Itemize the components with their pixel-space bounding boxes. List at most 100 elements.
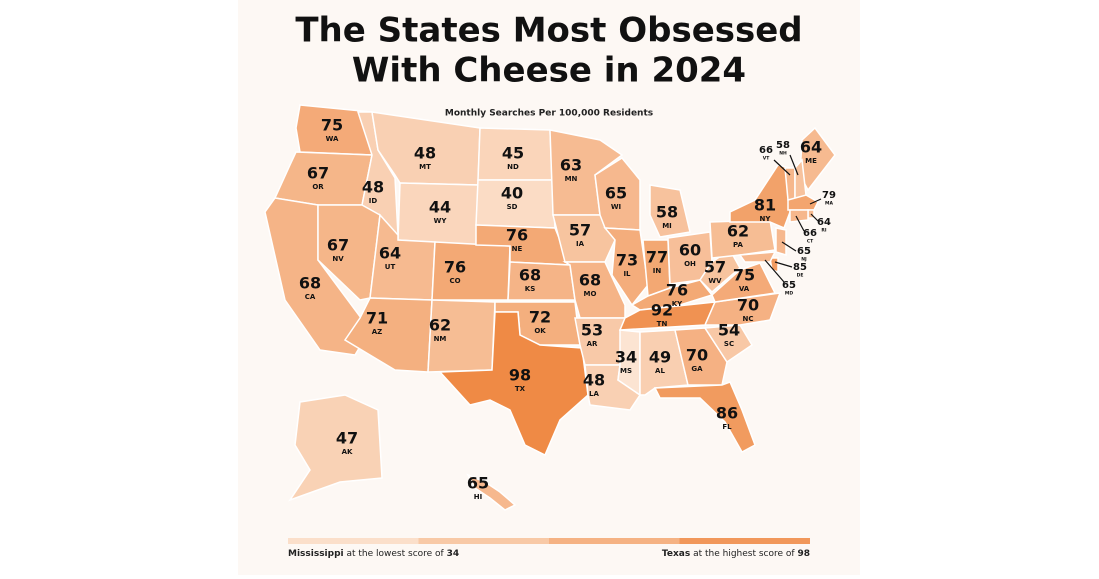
state-value: 76 xyxy=(444,258,466,277)
state-abbr: NH xyxy=(779,151,787,157)
legend xyxy=(288,538,810,544)
state-value: 48 xyxy=(414,144,436,163)
low-text: at the lowest score of xyxy=(346,549,444,559)
state-abbr: AR xyxy=(587,340,598,348)
state-value: 53 xyxy=(581,321,603,340)
title-line: With Cheese in 2024 xyxy=(352,51,746,91)
state-value: 44 xyxy=(429,198,451,217)
state-value: 48 xyxy=(362,178,384,197)
state-value: 57 xyxy=(569,221,591,240)
state-value: 68 xyxy=(579,271,601,290)
state-abbr: UT xyxy=(385,263,396,271)
state-abbr: NJ xyxy=(801,257,807,263)
state xyxy=(703,324,754,364)
state-value: 54 xyxy=(718,321,740,340)
state-value: 62 xyxy=(727,222,749,241)
state-value: 85 xyxy=(793,262,807,273)
state-value: 98 xyxy=(509,366,531,385)
state-value: 57 xyxy=(704,258,726,277)
state-abbr: HI xyxy=(474,493,482,501)
state-abbr: VT xyxy=(763,156,770,162)
state-abbr: NV xyxy=(332,255,344,263)
state-value: 73 xyxy=(616,251,638,270)
state-value: 64 xyxy=(800,138,822,157)
state-value: 65 xyxy=(467,474,489,493)
state-value: 71 xyxy=(366,309,388,328)
state-abbr: FL xyxy=(722,423,732,431)
state-abbr: LA xyxy=(589,390,599,398)
state-value: 66 xyxy=(803,228,817,239)
state-abbr: MO xyxy=(584,290,597,298)
state-abbr: MN xyxy=(565,175,578,183)
subtitle: Monthly Searches Per 100,000 Residents xyxy=(445,109,653,119)
state-value: 76 xyxy=(506,226,528,245)
state xyxy=(617,329,641,397)
legend-swatch xyxy=(549,538,680,544)
state-abbr: NE xyxy=(512,245,523,253)
state xyxy=(775,227,787,257)
state-value: 70 xyxy=(686,346,708,365)
state-value: 64 xyxy=(379,244,401,263)
state-value: 92 xyxy=(651,301,673,320)
state xyxy=(738,251,777,263)
state-value: 67 xyxy=(307,164,329,183)
state-abbr: NY xyxy=(760,215,772,223)
leader-line xyxy=(773,159,791,176)
state-value: 65 xyxy=(782,280,796,291)
state-abbr: TX xyxy=(515,385,526,393)
state-abbr: IA xyxy=(576,240,585,248)
states xyxy=(264,104,836,511)
legend-swatch xyxy=(288,538,419,544)
leader-line xyxy=(810,213,819,222)
state-abbr: PA xyxy=(733,241,743,249)
state-abbr: MS xyxy=(620,367,632,375)
state-value: 58 xyxy=(776,140,790,151)
legend-swatch xyxy=(679,538,810,544)
state-value: 34 xyxy=(615,348,637,367)
state-abbr: WV xyxy=(708,277,722,285)
state xyxy=(552,214,616,263)
state-abbr: CO xyxy=(449,277,460,285)
state-abbr: RI xyxy=(821,228,826,234)
leader-line xyxy=(809,198,822,205)
state-value: 65 xyxy=(605,184,627,203)
state-abbr: WA xyxy=(326,135,339,143)
leader-line xyxy=(789,154,799,176)
state-abbr: AK xyxy=(342,448,353,456)
state-value: 77 xyxy=(646,248,668,267)
state-abbr: NM xyxy=(434,335,447,343)
state xyxy=(711,262,777,303)
state-abbr: KS xyxy=(525,285,535,293)
state-value: 86 xyxy=(716,404,738,423)
state-abbr: OR xyxy=(312,183,324,191)
state xyxy=(789,209,809,223)
state-value: 75 xyxy=(321,116,343,135)
leader-line xyxy=(781,241,797,252)
low-value: 34 xyxy=(447,549,460,559)
state-abbr: AL xyxy=(655,367,665,375)
title-line: The States Most Obsessed xyxy=(295,11,802,51)
state-abbr: WY xyxy=(434,217,448,225)
state-abbr: OH xyxy=(684,260,696,268)
high-value: 98 xyxy=(797,549,810,559)
low-state: Mississippi xyxy=(288,549,344,559)
state xyxy=(699,248,741,294)
state-value: 48 xyxy=(583,371,605,390)
state-abbr: CA xyxy=(305,293,316,301)
state-value: 49 xyxy=(649,348,671,367)
state-value: 68 xyxy=(299,274,321,293)
state-value: 72 xyxy=(529,308,551,327)
state xyxy=(787,194,819,211)
state-value: 79 xyxy=(822,190,836,201)
leader-line xyxy=(795,215,805,232)
state-abbr: MI xyxy=(662,222,672,230)
state-abbr: MA xyxy=(825,201,833,207)
state-value: 75 xyxy=(733,266,755,285)
state-abbr: GA xyxy=(691,365,703,373)
state-value: 76 xyxy=(666,281,688,300)
high-text: at the highest score of xyxy=(693,549,795,559)
state-abbr: CT xyxy=(807,239,814,245)
